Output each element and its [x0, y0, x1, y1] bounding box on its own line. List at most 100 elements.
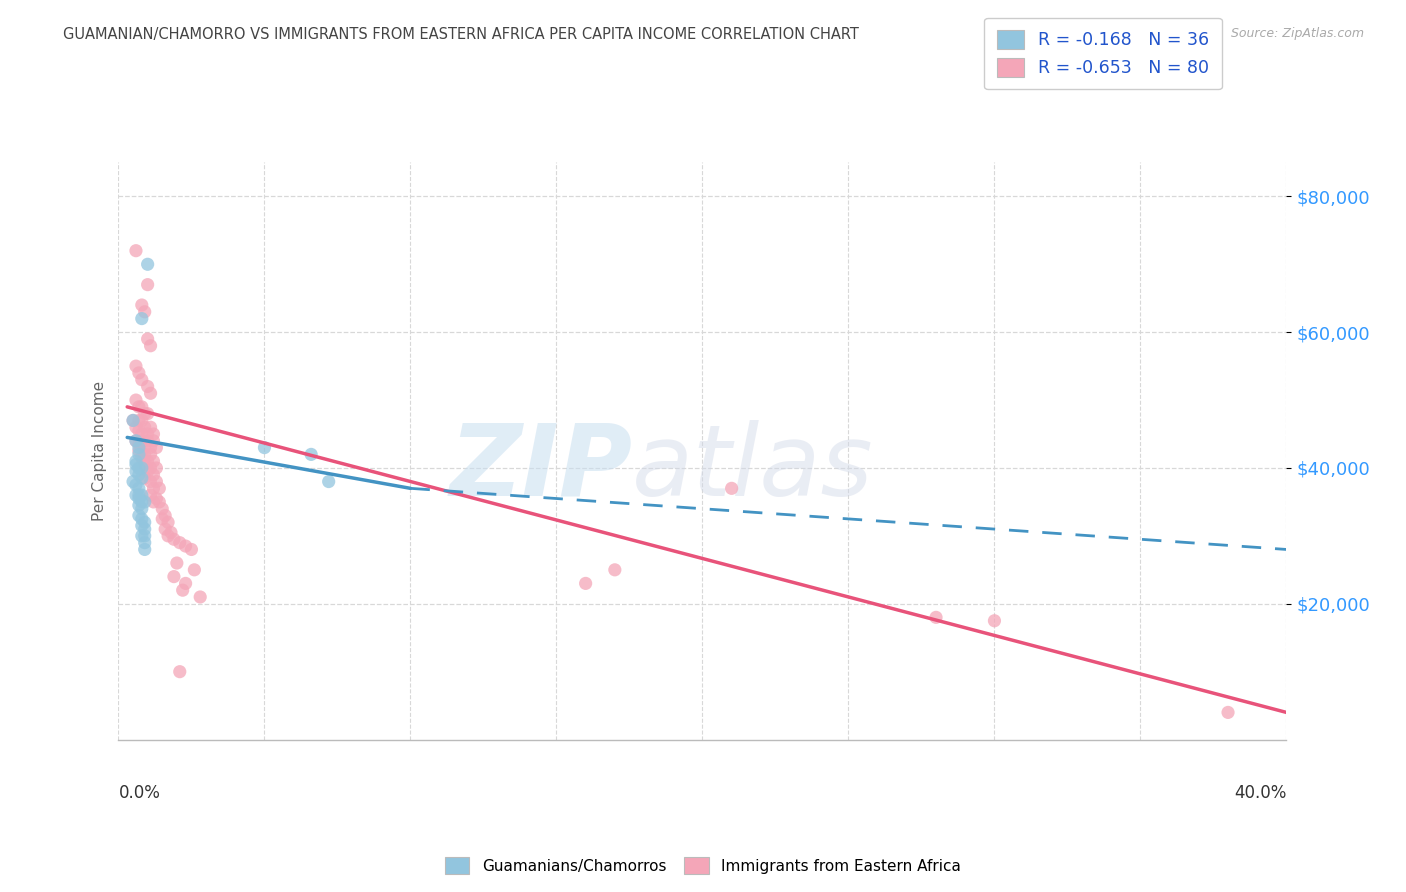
Point — [172, 583, 194, 598]
Point — [122, 413, 145, 427]
Point — [575, 576, 598, 591]
Point — [131, 461, 153, 475]
Point — [136, 454, 159, 468]
Point — [131, 495, 153, 509]
Point — [128, 481, 150, 495]
Point — [131, 298, 153, 312]
Point — [134, 305, 156, 319]
Point — [128, 444, 150, 458]
Point — [134, 529, 156, 543]
Point — [142, 454, 165, 468]
Point — [125, 454, 148, 468]
Point — [131, 434, 153, 448]
Point — [169, 535, 191, 549]
Point — [125, 420, 148, 434]
Point — [128, 413, 150, 427]
Point — [163, 533, 186, 547]
Point — [136, 379, 159, 393]
Point — [166, 556, 188, 570]
Point — [134, 420, 156, 434]
Point — [183, 563, 205, 577]
Point — [136, 332, 159, 346]
Point — [150, 512, 173, 526]
Point — [125, 393, 148, 408]
Point — [136, 257, 159, 271]
Point — [128, 488, 150, 502]
Point — [131, 413, 153, 427]
Point — [174, 539, 197, 553]
Y-axis label: Per Capita Income: Per Capita Income — [93, 381, 107, 521]
Point — [139, 339, 162, 353]
Point — [139, 420, 162, 434]
Point — [142, 434, 165, 448]
Point — [139, 447, 162, 461]
Point — [122, 413, 145, 427]
Point — [174, 576, 197, 591]
Point — [131, 311, 153, 326]
Point — [134, 522, 156, 536]
Legend: R = -0.168   N = 36, R = -0.653   N = 80: R = -0.168 N = 36, R = -0.653 N = 80 — [984, 18, 1222, 89]
Point — [125, 434, 148, 448]
Point — [153, 508, 176, 523]
Point — [160, 525, 183, 540]
Point — [139, 488, 162, 502]
Point — [148, 481, 170, 495]
Point — [136, 277, 159, 292]
Point — [128, 499, 150, 513]
Point — [131, 518, 153, 533]
Point — [134, 495, 156, 509]
Point — [131, 450, 153, 465]
Point — [122, 475, 145, 489]
Point — [134, 542, 156, 557]
Point — [142, 495, 165, 509]
Point — [134, 516, 156, 530]
Point — [125, 244, 148, 258]
Point — [128, 461, 150, 475]
Point — [150, 501, 173, 516]
Point — [136, 434, 159, 448]
Point — [139, 386, 162, 401]
Point — [299, 447, 322, 461]
Text: Source: ZipAtlas.com: Source: ZipAtlas.com — [1230, 27, 1364, 40]
Point — [125, 458, 148, 472]
Point — [142, 427, 165, 442]
Point — [131, 501, 153, 516]
Point — [134, 407, 156, 421]
Point — [163, 569, 186, 583]
Point — [145, 461, 167, 475]
Point — [128, 424, 150, 438]
Point — [125, 464, 148, 478]
Point — [145, 441, 167, 455]
Point — [142, 481, 165, 495]
Point — [128, 467, 150, 482]
Point — [136, 427, 159, 442]
Text: GUAMANIAN/CHAMORRO VS IMMIGRANTS FROM EASTERN AFRICA PER CAPITA INCOME CORRELATI: GUAMANIAN/CHAMORRO VS IMMIGRANTS FROM EA… — [63, 27, 859, 42]
Point — [318, 475, 340, 489]
Point — [983, 614, 1005, 628]
Point — [131, 471, 153, 485]
Point — [169, 665, 191, 679]
Point — [128, 491, 150, 506]
Point — [134, 447, 156, 461]
Point — [603, 563, 626, 577]
Point — [188, 590, 211, 604]
Point — [136, 464, 159, 478]
Point — [180, 542, 202, 557]
Legend: Guamanians/Chamorros, Immigrants from Eastern Africa: Guamanians/Chamorros, Immigrants from Ea… — [439, 851, 967, 880]
Point — [125, 359, 148, 373]
Point — [128, 447, 150, 461]
Point — [253, 441, 276, 455]
Point — [134, 441, 156, 455]
Point — [145, 475, 167, 489]
Point — [131, 488, 153, 502]
Text: ZIP: ZIP — [450, 420, 633, 516]
Point — [136, 407, 159, 421]
Point — [125, 434, 148, 448]
Point — [139, 475, 162, 489]
Point — [157, 529, 180, 543]
Point — [131, 400, 153, 414]
Point — [145, 491, 167, 506]
Point — [125, 488, 148, 502]
Point — [157, 516, 180, 530]
Point — [134, 471, 156, 485]
